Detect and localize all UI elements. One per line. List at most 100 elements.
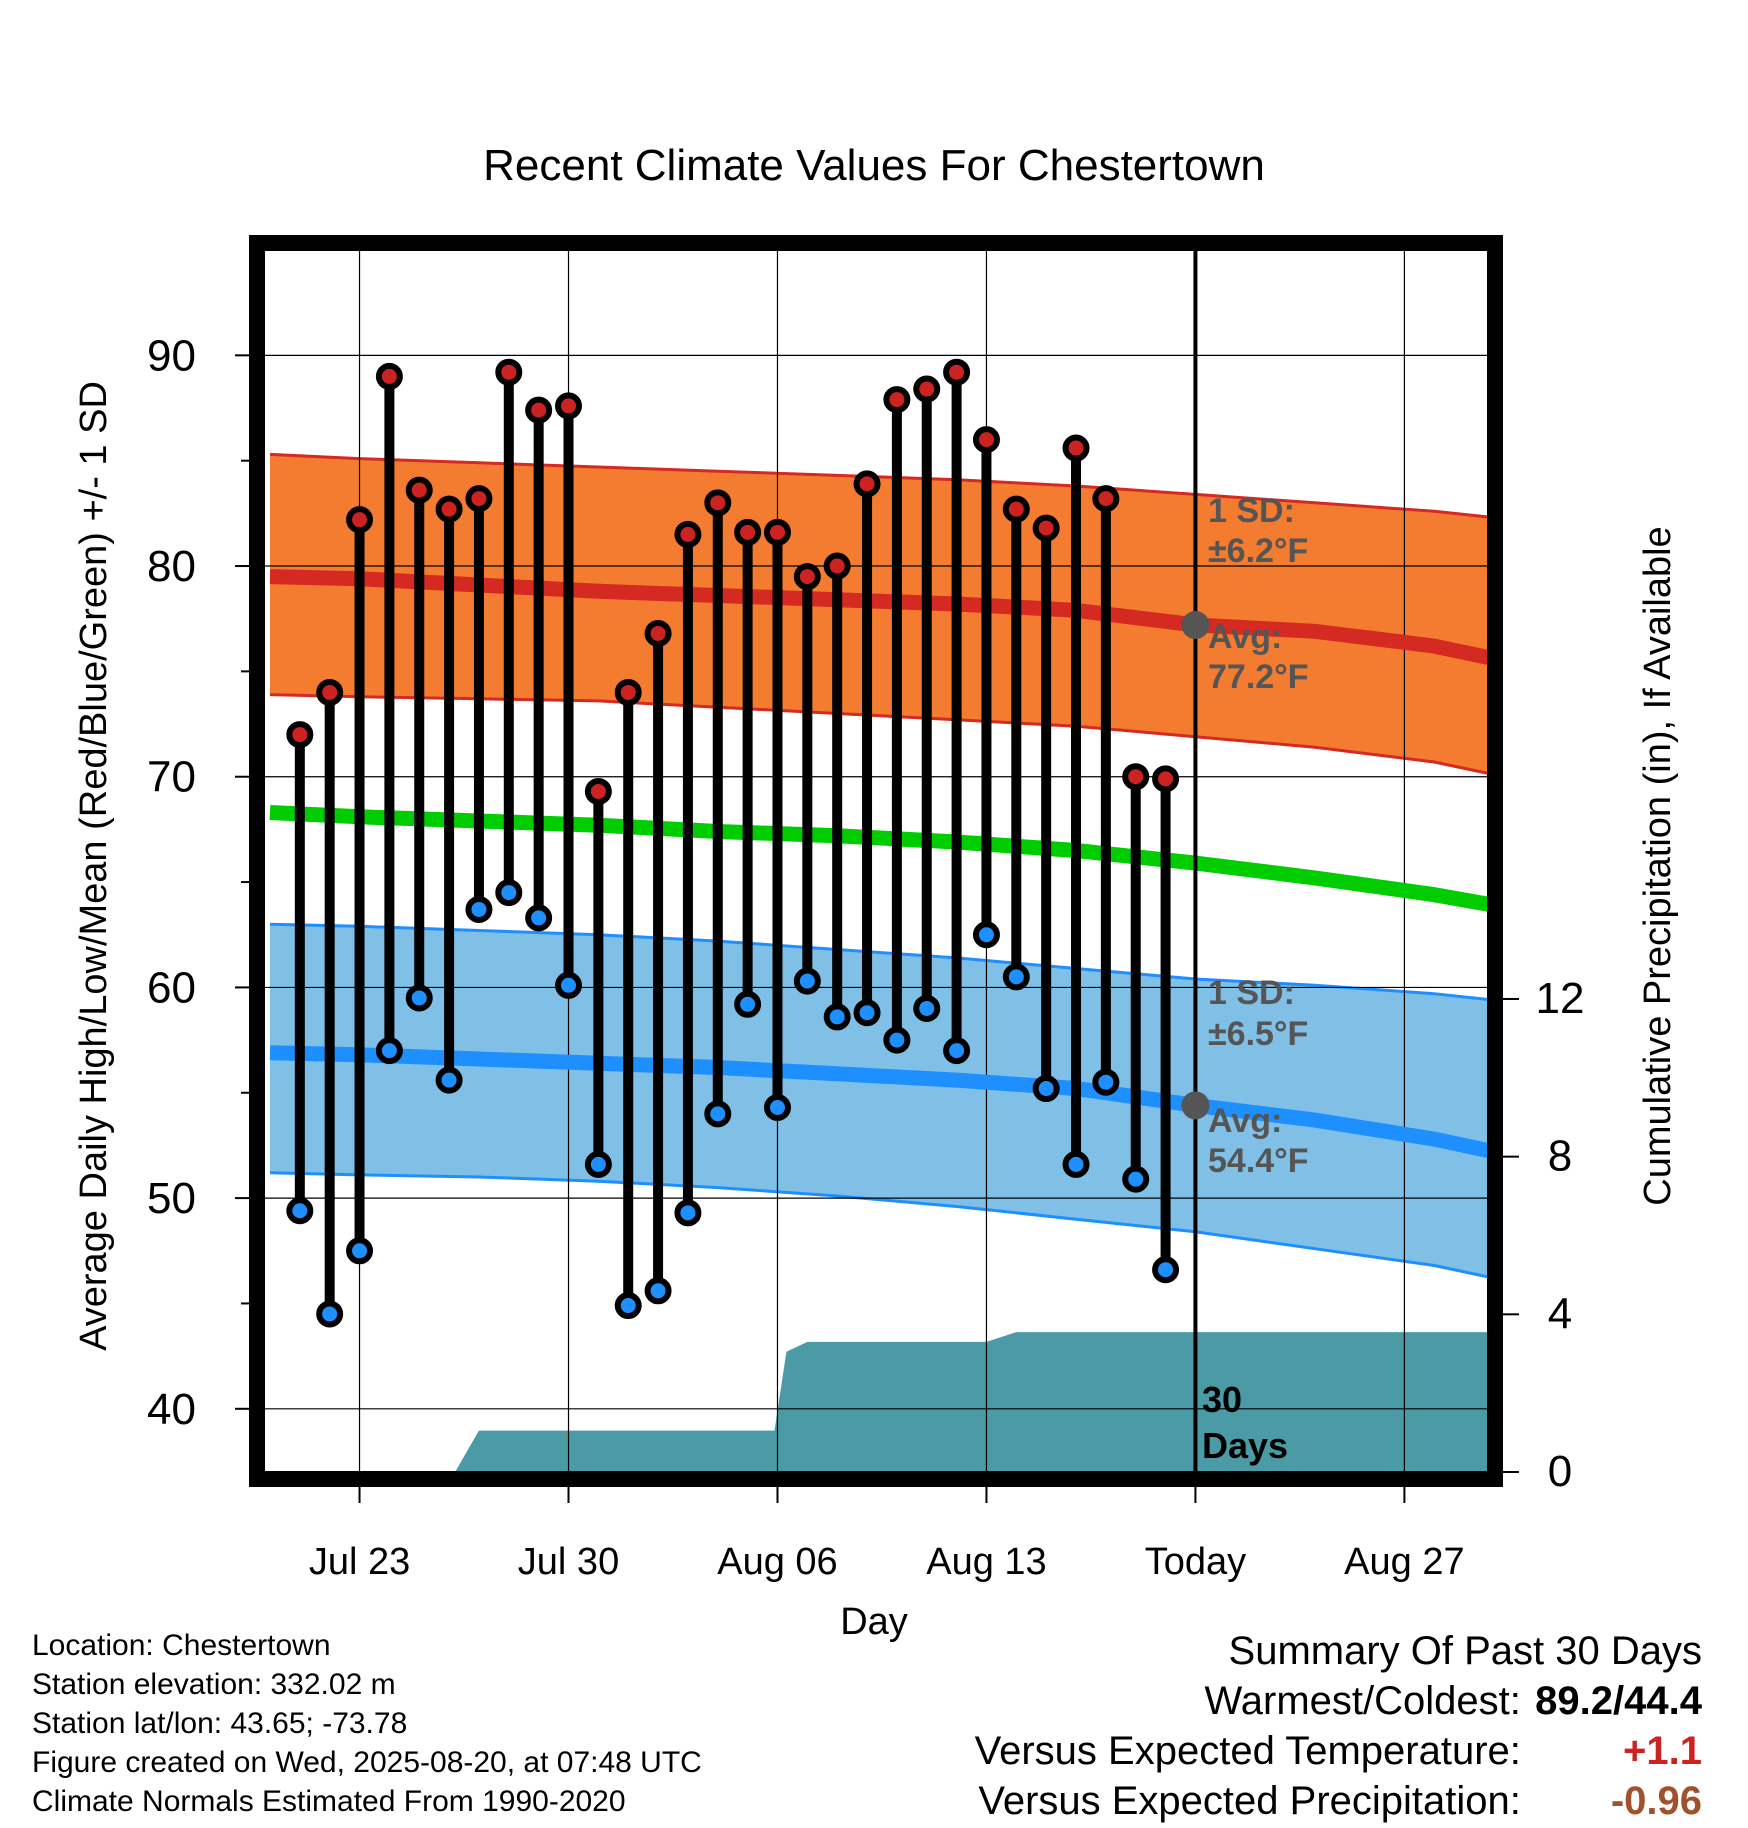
station-info: Location: Chestertown Station elevation:… [32, 1626, 702, 1821]
y2-tick-label: 0 [1548, 1447, 1572, 1496]
x-tick-label: Aug 06 [717, 1541, 837, 1583]
daily-low-point [1032, 1075, 1060, 1103]
daily-high-point [1002, 495, 1030, 523]
daily-high-point [584, 777, 612, 805]
daily-low-point [674, 1199, 702, 1227]
daily-range-bars [286, 358, 1180, 1328]
daily-high-point [972, 426, 1000, 454]
plot-area: 1 SD: ±6.2°F Avg: 77.2°F 1 SD: ±6.5°F Av… [249, 235, 1503, 1487]
daily-low-point [614, 1292, 642, 1320]
daily-low-point [1152, 1256, 1180, 1284]
daily-low-point [555, 971, 583, 999]
low-band-lower-edge [269, 1171, 1495, 1280]
daily-low-point [793, 967, 821, 995]
daily-low-point [1092, 1068, 1120, 1096]
low-avg-value: 54.4°F [1208, 1142, 1309, 1180]
y-tick-label: 90 [147, 331, 196, 380]
daily-low-point [316, 1300, 344, 1328]
days-word-label: Days [1202, 1425, 1288, 1466]
y-tick-label: 60 [147, 963, 196, 1012]
high-sd-value: ±6.2°F [1208, 532, 1308, 570]
high-sd-label: 1 SD: [1208, 492, 1295, 530]
y2-tick-label: 8 [1548, 1132, 1572, 1181]
axes: 40 50 60 70 80 90 0 4 8 12 Jul 23 Jul 30 Aug 06 Aug 1… [147, 331, 1584, 1583]
daily-high-point [763, 518, 791, 546]
precip-area [455, 1332, 1489, 1472]
y-tick-label: 80 [147, 542, 196, 591]
days-count-label: 30 [1202, 1379, 1242, 1420]
elevation-text: Station elevation: 332.02 m [32, 1668, 396, 1701]
precip-row: Versus Expected Precipitation: -0.96 [975, 1776, 1702, 1826]
precipitation-area [455, 1332, 1489, 1472]
daily-high-point [346, 506, 374, 534]
daily-high-point [644, 619, 672, 647]
daily-high-point [1032, 514, 1060, 542]
daily-high-point [823, 552, 851, 580]
daily-low-point [1002, 963, 1030, 991]
daily-low-point [704, 1100, 732, 1128]
warm-cold-value: 89.2/44.4 [1535, 1679, 1702, 1723]
high-avg-value: 77.2°F [1208, 658, 1309, 696]
y-tick-label: 50 [147, 1174, 196, 1223]
created-text: Figure created on Wed, 2025-08-20, at 07… [32, 1746, 702, 1779]
y-axis-label: Average Daily High/Low/Mean (Red/Blue/Gr… [73, 381, 115, 1351]
normals-text: Climate Normals Estimated From 1990-2020 [32, 1785, 626, 1818]
precip-value: -0.96 [1610, 1779, 1702, 1823]
today-high-avg-marker [1181, 611, 1210, 640]
daily-high-point [883, 386, 911, 414]
y2-tick-label: 4 [1548, 1289, 1572, 1338]
x-axis-label: Day [840, 1601, 908, 1643]
high-sd-band [270, 454, 1494, 775]
daily-high-point [286, 721, 314, 749]
daily-high-point [734, 518, 762, 546]
daily-high-point [853, 470, 881, 498]
warm-cold-row: Warmest/Coldest: 89.2/44.4 [975, 1676, 1703, 1726]
y-tick-label: 40 [147, 1385, 196, 1434]
daily-low-point [853, 999, 881, 1027]
daily-high-point [495, 358, 523, 386]
daily-low-point [495, 879, 523, 907]
x-tick-label: Aug 27 [1344, 1541, 1464, 1583]
today-low-avg-marker [1181, 1091, 1210, 1120]
daily-high-point [555, 392, 583, 420]
daily-high-point [704, 489, 732, 517]
daily-low-point [913, 994, 941, 1022]
daily-high-point [405, 476, 433, 504]
daily-low-point [405, 984, 433, 1012]
low-sd-band [270, 924, 1494, 1279]
daily-low-point [584, 1150, 612, 1178]
daily-low-point [734, 990, 762, 1018]
plot-frame [249, 235, 1503, 1487]
annotations: 1 SD: ±6.2°F Avg: 77.2°F 1 SD: ±6.5°F Av… [1202, 492, 1309, 1466]
daily-high-point [1122, 763, 1150, 791]
daily-high-point [614, 678, 642, 706]
daily-low-point [644, 1277, 672, 1305]
low-sd-value: ±6.5°F [1208, 1015, 1308, 1053]
daily-low-point [375, 1037, 403, 1065]
x-tick-label: Aug 13 [926, 1541, 1046, 1583]
temp-value: +1.1 [1623, 1729, 1702, 1773]
low-avg-label: Avg: [1208, 1102, 1282, 1140]
daily-high-point [793, 563, 821, 591]
high-avg-label: Avg: [1208, 618, 1282, 656]
summary-heading: Summary Of Past 30 Days [1228, 1629, 1702, 1673]
daily-high-point [525, 396, 553, 424]
daily-high-point [316, 678, 344, 706]
temp-row: Versus Expected Temperature: +1.1 [975, 1726, 1702, 1776]
daily-high-point [375, 362, 403, 390]
low-avg-line [269, 1045, 1496, 1160]
x-tick-label: Today [1145, 1541, 1246, 1583]
daily-low-point [1062, 1150, 1090, 1178]
daily-low-point [525, 904, 553, 932]
y2-tick-label: 12 [1536, 974, 1585, 1023]
daily-low-point [823, 1003, 851, 1031]
daily-high-point [913, 375, 941, 403]
daily-high-point [943, 358, 971, 386]
daily-low-point [943, 1037, 971, 1065]
latlon-text: Station lat/lon: 43.65; -73.78 [32, 1707, 408, 1740]
daily-low-point [763, 1094, 791, 1122]
y-tick-label: 70 [147, 753, 196, 802]
location-text: Location: Chestertown [32, 1629, 331, 1662]
chart-title: Recent Climate Values For Chestertown [483, 141, 1265, 190]
